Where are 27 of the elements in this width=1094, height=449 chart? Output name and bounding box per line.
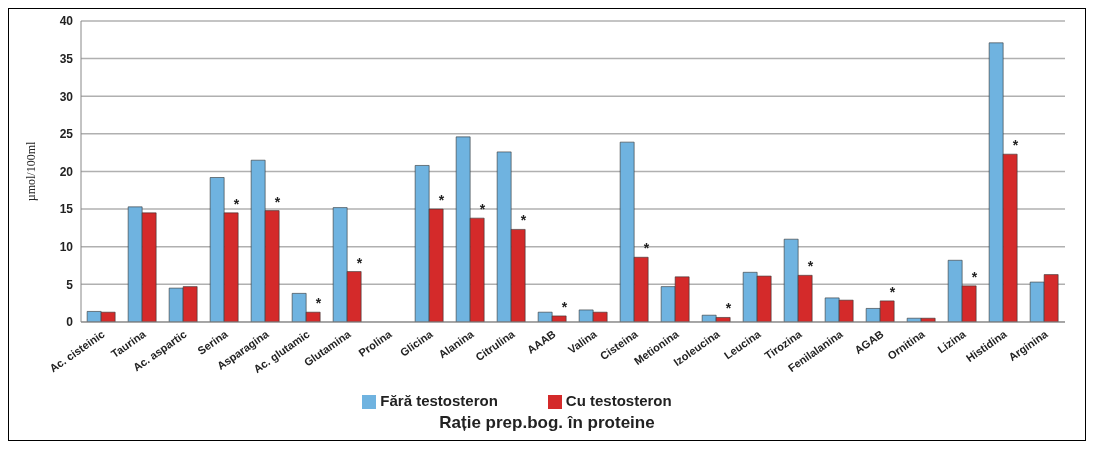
annotation: * bbox=[274, 193, 281, 210]
y-tick-label: 20 bbox=[59, 164, 74, 179]
y-tick-label: 25 bbox=[59, 127, 74, 142]
legend-label: Cu testosteron bbox=[565, 391, 672, 409]
annotation: * bbox=[725, 300, 732, 317]
y-tick-label: 15 bbox=[59, 202, 74, 217]
y-tick-label: 5 bbox=[66, 277, 74, 292]
y-tick-label: 30 bbox=[59, 89, 74, 104]
y-tick-label: 40 bbox=[59, 14, 74, 29]
annotation: * bbox=[356, 254, 363, 271]
annotation: * bbox=[315, 295, 322, 312]
legend-label: Fără testosteron bbox=[380, 391, 498, 409]
annotation: * bbox=[1012, 137, 1019, 154]
y-tick-label: 35 bbox=[59, 51, 74, 66]
y-tick-label: 0 bbox=[66, 315, 74, 330]
annotation: * bbox=[520, 212, 527, 229]
annotation: * bbox=[971, 268, 978, 285]
annotation: * bbox=[479, 201, 486, 218]
annotation: * bbox=[561, 298, 568, 315]
annotation: * bbox=[807, 258, 814, 275]
y-axis-title: µmol/100ml bbox=[24, 141, 39, 202]
annotation: * bbox=[233, 195, 240, 212]
x-axis-title: Rație prep.bog. în proteine bbox=[438, 413, 656, 433]
annotation: * bbox=[889, 283, 896, 300]
y-tick-label: 10 bbox=[59, 239, 74, 254]
annotation: * bbox=[438, 192, 445, 209]
annotation: * bbox=[643, 240, 650, 257]
